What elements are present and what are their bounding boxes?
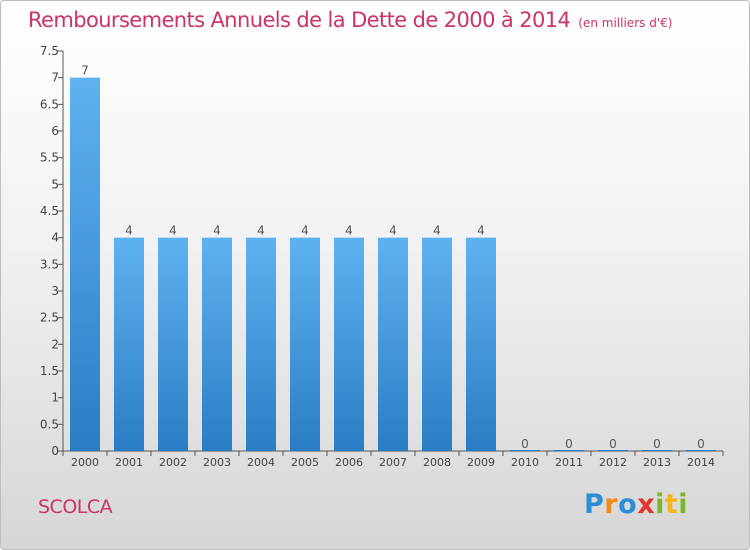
value-label: 0: [697, 437, 705, 451]
x-tick-label: 2007: [379, 456, 407, 469]
value-label: 0: [609, 437, 617, 451]
y-tick-label: 4: [51, 231, 59, 245]
y-tick-label: 6: [51, 124, 59, 138]
y-tick-label: 0.5: [40, 417, 59, 431]
y-tick-label: 2: [51, 337, 59, 351]
value-label: 7: [81, 64, 89, 78]
y-tick-label: 5.5: [40, 151, 59, 165]
bar-2003: [202, 237, 232, 451]
bar-2009: [466, 237, 496, 451]
chart-title: Remboursements Annuels de la Dette de 20…: [28, 8, 672, 32]
value-label: 4: [301, 224, 309, 238]
y-tick-label: 6.5: [40, 97, 59, 111]
x-tick-label: 2002: [159, 456, 187, 469]
x-tick-label: 2005: [291, 456, 319, 469]
value-label: 4: [389, 224, 397, 238]
y-tick-label: 3.5: [40, 257, 59, 271]
logo-letter: t: [664, 489, 679, 520]
x-tick-label: 2014: [687, 456, 715, 469]
y-tick-label: 5: [51, 177, 59, 191]
value-label: 0: [653, 437, 661, 451]
y-tick-label: 2.5: [40, 311, 59, 325]
x-tick-label: 2012: [599, 456, 627, 469]
chart-title-text: Remboursements Annuels de la Dette de 20…: [28, 8, 571, 32]
bar-2000: [70, 77, 100, 452]
logo-letter: i: [678, 489, 689, 520]
bar-2001: [114, 237, 144, 451]
x-tick-label: 2006: [335, 456, 363, 469]
x-tick-label: 2011: [555, 456, 583, 469]
y-tick-label: 3: [51, 284, 59, 298]
logo-letter: o: [618, 489, 638, 520]
bar-2006: [334, 237, 364, 451]
chart-bars: 7 4 4 4 4 4 4 4 4 4 0 0 0 0 0: [70, 64, 716, 452]
chart-unit: (en milliers d'€): [578, 16, 673, 30]
x-tick-label: 2008: [423, 456, 451, 469]
x-tick-label: 2001: [115, 456, 143, 469]
logo-letter: r: [604, 489, 619, 520]
x-tick-label: 2009: [467, 456, 495, 469]
y-tick-label: 7.5: [40, 44, 59, 58]
value-label: 4: [477, 224, 485, 238]
bar-2008: [422, 237, 452, 451]
value-label: 4: [125, 224, 133, 238]
value-label: 4: [213, 224, 221, 238]
x-tick-label: 2003: [203, 456, 231, 469]
bar-2002: [158, 237, 188, 451]
commune-name: SCOLCA: [38, 496, 113, 518]
logo-letter: i: [655, 489, 665, 520]
value-label: 4: [345, 224, 353, 238]
proxiti-logo: Proxiti: [584, 489, 688, 520]
logo-letter: P: [584, 489, 605, 520]
y-tick-label: 0: [51, 444, 59, 458]
value-label: 0: [521, 437, 529, 451]
x-tick-label: 2004: [247, 456, 275, 469]
chart-axes: 0 0.5 1 1.5 2 2.5 3 3.5 4 4.5 5 5.5 6 6.5 7 7.5 2000 2001…: [40, 44, 724, 469]
y-tick-label: 1: [51, 391, 59, 405]
x-tick-label: 2010: [511, 456, 539, 469]
y-tick-label: 7: [51, 71, 59, 85]
bar-2005: [290, 237, 320, 451]
y-tick-label: 4.5: [40, 204, 59, 218]
x-tick-label: 2013: [643, 456, 671, 469]
x-tick-label: 2000: [71, 456, 99, 469]
bar-2004: [246, 237, 276, 451]
y-tick-label: 1.5: [40, 364, 59, 378]
bar-2007: [378, 237, 408, 451]
logo-letter: x: [637, 489, 656, 520]
value-label: 0: [565, 437, 573, 451]
value-label: 4: [169, 224, 177, 238]
value-label: 4: [433, 224, 441, 238]
value-label: 4: [257, 224, 265, 238]
